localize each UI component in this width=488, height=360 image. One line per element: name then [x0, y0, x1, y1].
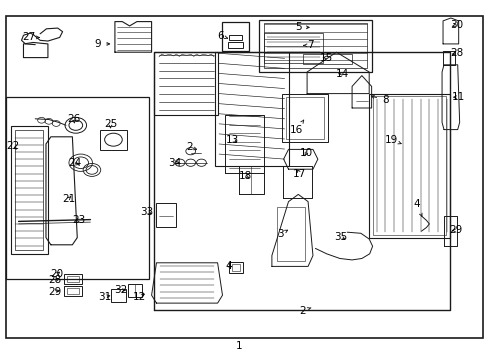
Text: 32: 32	[114, 285, 128, 295]
Bar	[303, 54, 351, 64]
Bar	[6, 16, 482, 338]
Bar	[231, 264, 239, 271]
Bar	[281, 94, 327, 142]
Text: 26: 26	[67, 114, 81, 124]
Bar	[276, 207, 305, 261]
Text: 29: 29	[48, 287, 61, 297]
Text: 31: 31	[98, 292, 111, 302]
Text: 30: 30	[449, 20, 462, 30]
Text: 14: 14	[335, 69, 348, 79]
Text: 4: 4	[412, 199, 421, 216]
Bar	[128, 284, 142, 297]
Bar	[228, 35, 241, 40]
Bar	[368, 94, 449, 238]
Text: 34: 34	[168, 158, 182, 168]
Bar	[66, 288, 79, 294]
Bar	[66, 276, 79, 282]
Text: 23: 23	[72, 215, 86, 225]
Text: 25: 25	[103, 119, 117, 129]
Bar	[264, 23, 366, 68]
Text: 17: 17	[292, 168, 305, 179]
Text: 3: 3	[277, 229, 287, 239]
Text: 16: 16	[289, 120, 303, 135]
Text: 15: 15	[319, 53, 333, 63]
Bar	[264, 33, 322, 63]
Text: 4: 4	[225, 261, 232, 271]
Text: 20: 20	[50, 269, 63, 279]
Bar	[156, 203, 176, 227]
Text: 11: 11	[451, 92, 465, 102]
Text: 5: 5	[294, 22, 308, 32]
Bar	[15, 130, 43, 250]
Text: 8: 8	[370, 95, 388, 105]
Text: 2: 2	[298, 306, 310, 316]
Bar	[11, 126, 48, 254]
Text: 18: 18	[238, 171, 252, 181]
Text: 28: 28	[48, 275, 61, 285]
Bar	[6, 97, 149, 279]
Text: 33: 33	[140, 207, 153, 217]
Text: 27: 27	[22, 32, 39, 42]
Text: 22: 22	[6, 141, 20, 151]
Bar	[100, 130, 127, 150]
Text: 28: 28	[449, 48, 463, 58]
Text: 2: 2	[186, 142, 196, 152]
Text: 13: 13	[225, 135, 239, 145]
Bar	[372, 96, 445, 235]
Bar	[227, 42, 242, 48]
Text: 10: 10	[299, 148, 312, 158]
Bar	[228, 262, 242, 273]
Text: 21: 21	[61, 194, 75, 204]
Bar	[63, 286, 82, 296]
Bar	[215, 52, 288, 166]
Text: 35: 35	[333, 232, 346, 242]
Bar	[285, 97, 323, 139]
Bar	[222, 22, 249, 51]
Text: 1: 1	[235, 341, 242, 351]
Text: 12: 12	[133, 292, 146, 302]
Text: 19: 19	[384, 135, 400, 145]
Bar	[259, 20, 371, 72]
Bar	[111, 289, 126, 302]
Bar	[63, 274, 82, 284]
Bar	[154, 52, 217, 115]
Text: 24: 24	[68, 158, 82, 168]
Text: 9: 9	[94, 39, 109, 49]
Text: 7: 7	[303, 40, 313, 50]
Text: 29: 29	[448, 225, 462, 235]
Text: 6: 6	[217, 31, 227, 41]
